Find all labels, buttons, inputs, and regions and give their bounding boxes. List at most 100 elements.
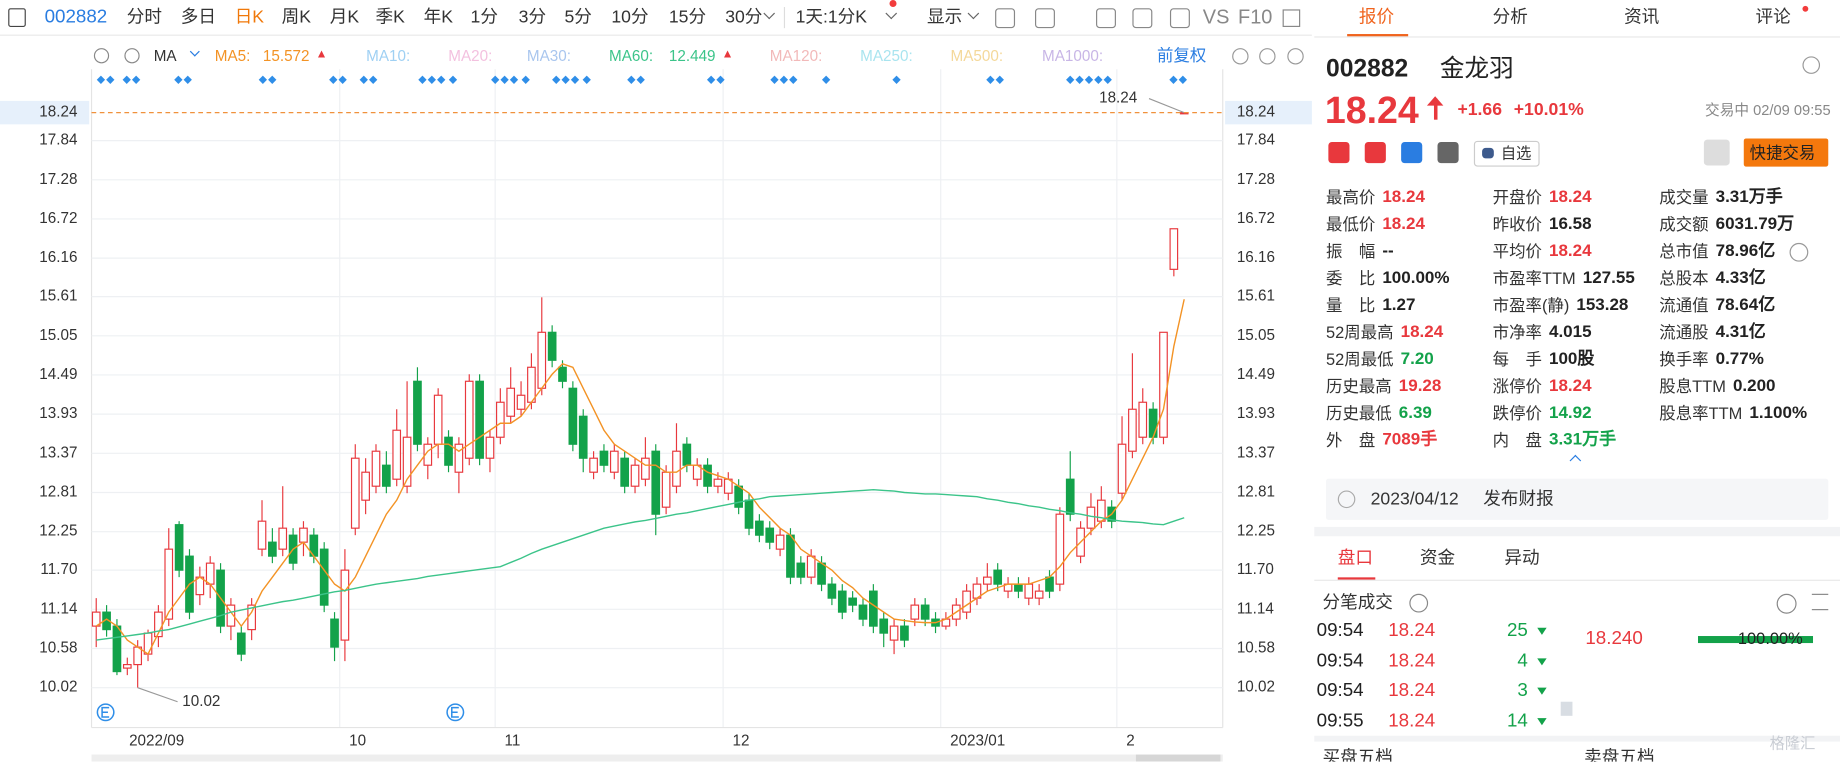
zoom-icon[interactable] [1259,48,1276,65]
f10-button[interactable]: F10 [1238,5,1273,29]
period-tab[interactable]: 年K [423,7,453,27]
badge-icon [1437,141,1459,164]
stat-label: 流通值 [1659,295,1709,315]
display-select[interactable]: 显示 [927,7,963,27]
period-tab[interactable]: 30分 [725,7,763,27]
stat-label: 市净率 [1492,322,1542,342]
legend-inactive[interactable]: MA10: [366,46,411,65]
event-marker [821,75,831,84]
tool-icon[interactable] [1169,8,1190,29]
sub-tab[interactable]: 资金 [1419,548,1456,568]
adjust-select[interactable]: 前复权 [1157,45,1207,65]
stat-label: 内 盘 [1492,430,1542,450]
scrollbar-thumb[interactable] [1135,754,1221,762]
settings-icon[interactable] [93,48,110,64]
tool-icon[interactable] [1096,8,1116,29]
period-tab[interactable]: 3分 [518,7,547,27]
period-tab[interactable]: 15分 [668,7,707,27]
stat-value: 100.00% [1382,268,1450,288]
scrollbar-track [91,754,1223,762]
candle-body [620,457,630,487]
tool-icon[interactable] [995,8,1016,29]
sub-tab[interactable]: 盘口 [1337,548,1373,568]
stock-code: 002882 [44,7,108,27]
tool-icon[interactable] [1132,8,1153,29]
range-select[interactable]: 1天:1分K [795,7,868,27]
stat-value: 1.100% [1749,403,1808,423]
y-tick-label: 10.58 [39,640,77,657]
stat-label: 历史最高 [1326,376,1392,396]
candle-body [982,576,992,585]
candle-body [174,524,184,571]
legend-inactive[interactable]: MA30: [526,46,571,65]
quote-change: +1.66 [1457,99,1503,120]
legend-value: 15.572 [262,46,310,65]
period-tab[interactable]: 多日 [180,7,216,27]
event-marker [96,75,106,84]
x-tick-label: 10 [349,733,366,750]
candle-body [848,597,857,606]
candle-body [589,457,598,473]
candle-body [495,401,505,438]
legend-inactive[interactable]: MA20: [448,46,493,65]
list-icon[interactable] [1811,593,1829,611]
event-marker [500,75,509,84]
stat-label: 换手率 [1659,349,1709,369]
ma-select[interactable]: MA [153,46,177,65]
settings-icon[interactable] [1802,56,1821,74]
vs-button[interactable]: VS [1202,5,1230,29]
more-icon[interactable] [1789,242,1809,262]
y-tick-label-right: 13.93 [1237,405,1275,422]
period-tab[interactable]: 季K [375,7,405,27]
collapse-arrow[interactable] [1569,454,1582,467]
period-tab[interactable]: 月K [329,7,360,27]
bell-icon[interactable] [1703,139,1730,166]
legend-inactive[interactable]: MA500: [950,46,1004,65]
trade-button[interactable] [1743,138,1829,167]
zoom-icon[interactable] [1232,48,1249,65]
trade-direction [1537,627,1547,635]
event-marker [570,75,580,84]
watch-button[interactable]: 自选 [1473,140,1540,167]
period-tab[interactable]: 日K [234,7,265,27]
stat-value: -- [1382,241,1394,261]
stat-label: 流通股 [1659,322,1709,342]
legend-trend [724,50,732,58]
badge-icon [1364,141,1386,164]
stat-value: 78.64亿 [1715,295,1776,315]
candle-body [1159,331,1168,438]
stat-label: 52周最低 [1326,349,1394,369]
period-tab[interactable]: 5分 [564,7,592,27]
min-leader [137,687,178,703]
scroll-indicator [1560,701,1573,716]
stat-label: 最高价 [1326,187,1376,207]
sub-tab[interactable]: 异动 [1504,548,1540,568]
legend-inactive[interactable]: MA250: [860,46,913,65]
layout-icon[interactable] [1282,9,1301,27]
y-tick-label: 14.49 [39,366,77,383]
candle-body [164,548,174,620]
stat-label: 外 盘 [1326,430,1376,450]
x-tick-label: 2 [1126,733,1134,750]
panel-tab[interactable]: 资讯 [1624,7,1660,27]
event-marker [1066,75,1075,84]
panel-tab[interactable]: 分析 [1492,7,1528,27]
more-icon[interactable] [1776,593,1797,614]
tool-icon[interactable] [1035,8,1055,29]
period-tab[interactable]: 周K [281,7,311,27]
panel-tab[interactable]: 报价 [1358,7,1395,27]
candle-body [350,457,360,529]
period-tab[interactable]: 1分 [470,7,498,27]
period-tab[interactable]: 10分 [611,7,649,27]
legend-inactive[interactable]: MA1000: [1042,46,1104,65]
close-icon[interactable] [124,48,140,64]
candle-body [879,618,889,634]
candle-body [962,590,971,613]
panel-tab[interactable]: 评论 [1755,7,1791,27]
stat-value: 14.92 [1548,403,1592,423]
candle-body [703,464,712,487]
period-tab[interactable]: 分时 [126,7,162,27]
zoom-icon[interactable] [1287,48,1304,65]
legend-inactive[interactable]: MA120: [769,46,823,65]
